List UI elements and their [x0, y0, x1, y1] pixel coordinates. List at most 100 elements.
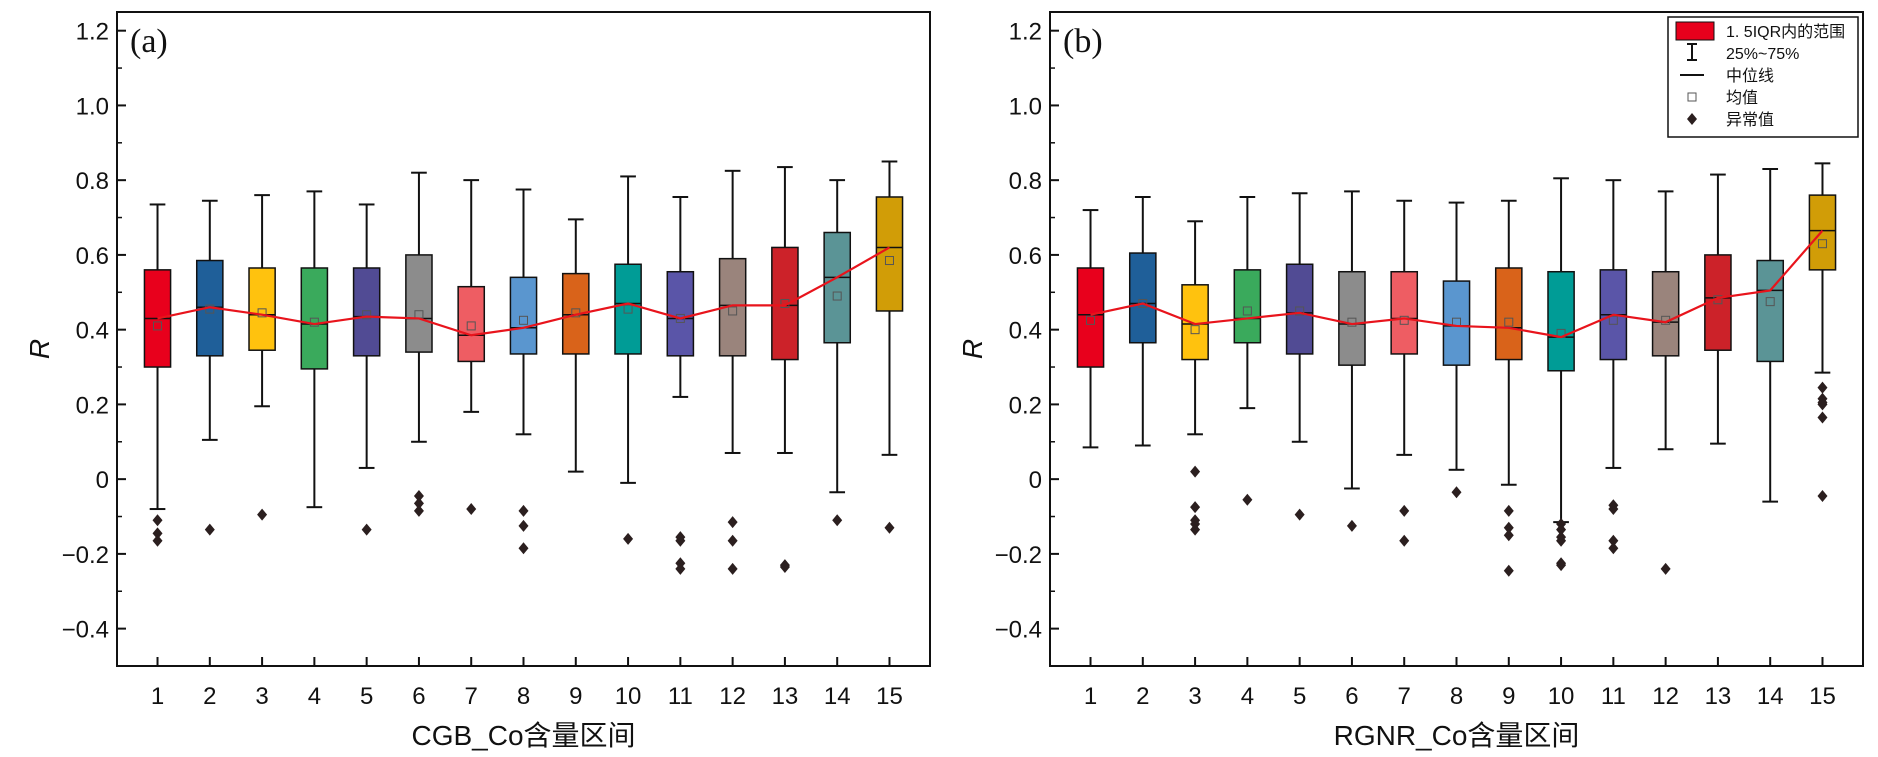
outlier-point [1503, 504, 1514, 517]
x-tick-label: 7 [465, 683, 478, 710]
outlier-point [1399, 504, 1410, 517]
outlier-point [727, 534, 738, 547]
y-tick-label: 1.2 [1009, 19, 1042, 46]
panel-a: −0.4−0.200.20.40.60.81.01.21 2 3 4 5 6 7 8 9 10 11… [24, 11, 931, 751]
box-15 [875, 160, 904, 534]
x-tick-label: 9 [569, 683, 582, 710]
x-tick-label: 13 [772, 683, 799, 710]
box-14 [1756, 167, 1785, 503]
outlier-point [1556, 559, 1567, 572]
outlier-point [727, 562, 738, 575]
y-tick-label: 0.6 [1009, 243, 1042, 270]
legend-item: 异常值 [1687, 111, 1774, 129]
outlier-point [727, 516, 738, 529]
panel-b: −0.4−0.200.20.40.60.81.01.21 2 3 4 5 6 7 8 9 10 11… [957, 11, 1864, 751]
outlier-point [1817, 398, 1828, 411]
outlier-point [518, 519, 529, 532]
legend-item: 均值 [1687, 89, 1758, 107]
outlier-point [257, 508, 268, 521]
x-tick-label: 11 [668, 683, 693, 710]
box-iqr [1390, 270, 1419, 355]
mean-marker [519, 315, 528, 325]
y-tick-label: 0.4 [1009, 318, 1042, 345]
legend-item: 1. 5IQR内的范围 [1675, 21, 1845, 41]
box-1 [143, 203, 172, 547]
mean-marker [1295, 306, 1305, 316]
x-tick-label: 11 [1601, 683, 1626, 710]
box-iqr [666, 270, 695, 357]
x-tick-label: 10 [615, 683, 642, 710]
x-tick-label: 6 [412, 683, 425, 710]
box-14 [823, 179, 852, 527]
mean-marker [1608, 315, 1618, 325]
box-2 [1128, 195, 1157, 447]
outlier-point [1556, 534, 1567, 547]
legend-item: 中位线 [1680, 67, 1774, 85]
box-3 [1181, 220, 1209, 536]
x-tick-label: 12 [1652, 683, 1679, 710]
y-tick-label: 0.8 [76, 168, 109, 195]
mean-marker [1242, 306, 1252, 316]
y-tick-label: −0.4 [995, 617, 1042, 644]
x-tick-label: 7 [1398, 683, 1411, 710]
x-tick-label: 8 [517, 683, 530, 710]
x-tick-label: 2 [1136, 683, 1149, 710]
box-iqr [1808, 194, 1837, 271]
outlier-point [779, 560, 790, 573]
mean-marker [257, 308, 267, 318]
y-tick-label: −0.2 [995, 542, 1042, 569]
box-13 [1704, 173, 1732, 445]
box-iqr [457, 285, 486, 363]
outlier-point [1190, 523, 1201, 536]
y-tick-label: 0.6 [76, 243, 109, 270]
box-iqr [405, 254, 433, 353]
x-tick-label: 9 [1502, 683, 1515, 710]
outlier-point [518, 504, 529, 517]
x-tick-label: 13 [1705, 683, 1732, 710]
outlier-point [413, 504, 424, 517]
box-iqr [823, 231, 852, 344]
x-axis-title: RGNR_Co含量区间 [1334, 720, 1580, 751]
x-tick-label: 5 [1293, 683, 1306, 710]
x-tick-label: 8 [1450, 683, 1463, 710]
outlier-point [1242, 493, 1253, 506]
box-1 [1076, 209, 1105, 449]
legend-item: 25%~75% [1687, 43, 1799, 63]
box-iqr [1233, 269, 1262, 344]
y-tick-label: 1.0 [76, 93, 109, 120]
box-iqr [1704, 254, 1732, 351]
mean-marker [309, 317, 319, 327]
x-tick-label: 6 [1345, 683, 1358, 710]
legend-box-swatch [1675, 21, 1715, 41]
box-10 [1547, 177, 1575, 572]
box-iqr [1076, 267, 1105, 368]
outlier-point [1451, 486, 1462, 499]
box-iqr [1756, 259, 1785, 363]
mean-marker [1765, 297, 1775, 307]
box-11 [1599, 179, 1628, 555]
box-12 [718, 169, 747, 575]
box-iqr [1651, 270, 1680, 357]
y-tick-label: 1.2 [76, 19, 109, 46]
y-tick-label: 0.4 [76, 318, 109, 345]
outlier-point [1660, 562, 1671, 575]
box-6 [405, 171, 433, 517]
mean-marker [1190, 325, 1200, 335]
y-tick-label: 0.2 [76, 392, 109, 419]
mean-marker [1399, 315, 1409, 325]
y-axis-title: R [957, 339, 988, 359]
x-tick-label: 3 [255, 683, 268, 710]
outlier-point [623, 532, 634, 545]
outlier-point [675, 534, 686, 547]
box-5 [352, 203, 381, 536]
legend-label: 1. 5IQR内的范围 [1726, 23, 1845, 41]
outlier-point [1817, 411, 1828, 424]
box-iqr [248, 267, 276, 351]
outlier-point [884, 521, 895, 534]
legend-label: 均值 [1726, 89, 1758, 107]
y-tick-label: 0 [1029, 467, 1042, 494]
legend-square [1687, 92, 1697, 102]
outlier-point [1294, 508, 1305, 521]
x-tick-label: 1 [1084, 683, 1097, 710]
